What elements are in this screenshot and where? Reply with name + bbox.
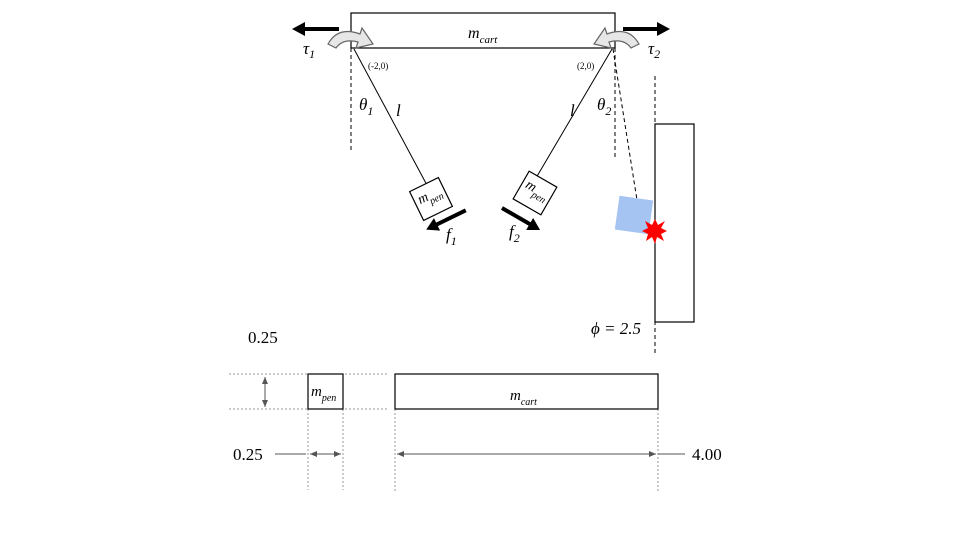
pendulum-dimension-label: mpen — [311, 384, 336, 404]
pendulum-mass-right: mpen — [512, 170, 558, 216]
rod-length-label-left: l — [396, 101, 401, 120]
pen-width-label: 0.25 — [233, 445, 263, 464]
cart-mass-label: mcart — [468, 25, 498, 46]
cart-width-label: 4.00 — [692, 445, 722, 464]
anchor-left-label: (-2,0) — [368, 61, 388, 71]
force-2-label: f2 — [509, 222, 520, 245]
pendulum-mass-left: mpen — [408, 176, 454, 222]
torque-arrow-right — [623, 22, 670, 36]
pendulum-dimension-box — [307, 373, 344, 410]
cart-body — [350, 12, 616, 49]
pendulum-rod-right — [535, 48, 613, 179]
torque-2-label: τ2 — [648, 39, 660, 61]
torque-arrow-left — [292, 22, 339, 36]
pen-height-label: 0.25 — [248, 328, 278, 347]
cart-dimension-label: mcart — [510, 388, 537, 408]
cart-mass-symbol: m — [468, 25, 480, 42]
force-arrow-1 — [426, 208, 467, 231]
rod-length-label-right: l — [570, 101, 575, 120]
collision-star — [642, 219, 667, 244]
angle-1-label: θ1 — [359, 95, 373, 118]
hinge-bracket-right — [593, 26, 640, 49]
pendulum-rod-left — [353, 48, 429, 188]
contact-block — [614, 195, 654, 235]
force-arrow-2 — [500, 206, 541, 231]
anchor-right-label: (2,0) — [577, 61, 594, 71]
torque-1-label: τ1 — [303, 39, 315, 61]
cart-dimension-box — [394, 373, 659, 410]
force-1-label: f1 — [446, 225, 457, 248]
hinge-bracket-left — [327, 26, 374, 49]
wall-phi-label: ϕ = 2.5 — [591, 319, 641, 338]
cart-mass-subscript: cart — [480, 34, 499, 46]
wall — [654, 123, 695, 323]
angle-2-label: θ2 — [597, 95, 611, 118]
pendulum-rod-ghost — [612, 48, 638, 201]
